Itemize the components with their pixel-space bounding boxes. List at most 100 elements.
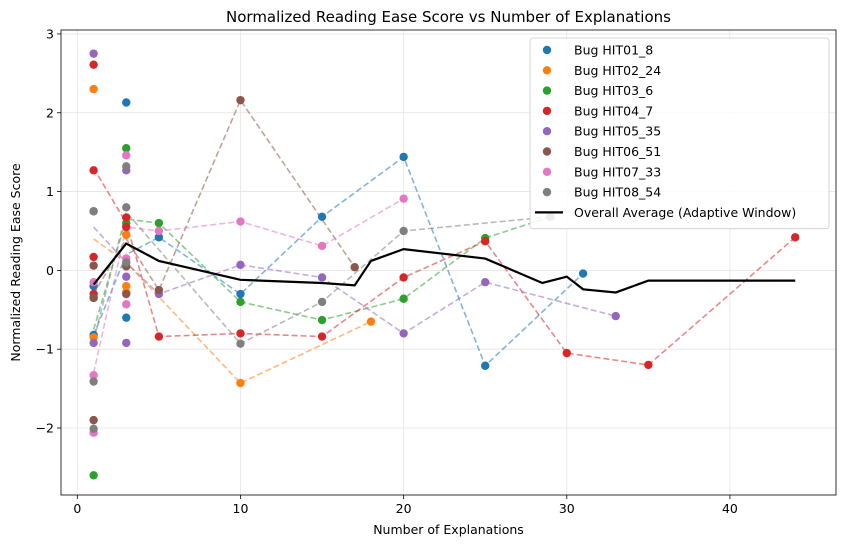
legend-marker bbox=[542, 106, 552, 116]
data-point bbox=[89, 471, 98, 480]
trend-line bbox=[92, 197, 405, 374]
data-point bbox=[481, 237, 490, 246]
trend-line bbox=[92, 167, 796, 366]
data-point bbox=[122, 300, 131, 309]
data-point bbox=[236, 378, 245, 388]
trend-line bbox=[92, 216, 551, 330]
data-points bbox=[89, 49, 800, 480]
data-point bbox=[578, 269, 588, 278]
data-point bbox=[89, 261, 98, 270]
legend-marker bbox=[542, 127, 552, 136]
data-point bbox=[236, 217, 245, 226]
data-point bbox=[89, 338, 98, 348]
data-point bbox=[350, 263, 359, 272]
data-point bbox=[317, 297, 327, 307]
data-point bbox=[236, 297, 245, 307]
x-axis-ticks: 0 10 20 30 40 bbox=[73, 495, 738, 516]
data-point bbox=[122, 162, 131, 171]
x-tick-label: 0 bbox=[73, 501, 81, 516]
data-point bbox=[644, 360, 653, 370]
legend-label: Bug HIT01_8 bbox=[574, 43, 653, 58]
data-point bbox=[317, 332, 327, 341]
data-point bbox=[122, 281, 131, 291]
data-point bbox=[89, 49, 98, 58]
data-point bbox=[611, 311, 620, 321]
data-point bbox=[236, 95, 245, 105]
data-point bbox=[122, 230, 131, 240]
x-axis-label: Number of Explanations bbox=[373, 522, 524, 537]
y-tick-label: −1 bbox=[36, 342, 54, 357]
y-tick-label: −2 bbox=[36, 421, 54, 436]
data-point bbox=[791, 233, 800, 242]
data-point bbox=[154, 285, 164, 295]
legend-marker bbox=[542, 45, 552, 55]
data-point bbox=[89, 424, 98, 433]
data-point bbox=[122, 213, 131, 222]
data-point bbox=[122, 144, 131, 153]
data-point bbox=[122, 222, 131, 232]
data-point bbox=[89, 252, 98, 262]
data-point bbox=[89, 166, 98, 175]
data-point bbox=[154, 218, 164, 228]
data-point bbox=[481, 278, 490, 287]
average-line bbox=[92, 242, 796, 294]
y-tick-label: 0 bbox=[46, 263, 54, 278]
y-tick-label: 1 bbox=[46, 184, 54, 199]
data-point bbox=[399, 329, 408, 338]
data-point bbox=[236, 289, 245, 299]
data-point bbox=[122, 258, 131, 267]
data-point bbox=[89, 371, 98, 380]
trend-line bbox=[93, 226, 616, 335]
trend-line bbox=[93, 238, 372, 385]
x-tick-label: 10 bbox=[233, 501, 249, 516]
data-point bbox=[154, 226, 164, 236]
y-tick-label: 3 bbox=[46, 26, 54, 41]
legend-marker bbox=[542, 66, 552, 75]
legend-marker bbox=[542, 86, 552, 95]
data-point bbox=[89, 293, 98, 303]
x-tick-label: 30 bbox=[559, 501, 575, 516]
legend-label: Bug HIT07_33 bbox=[574, 164, 661, 179]
data-point bbox=[562, 348, 571, 358]
series-trend-lines bbox=[92, 98, 796, 385]
data-point bbox=[154, 233, 164, 242]
data-point bbox=[317, 315, 327, 325]
trend-line bbox=[92, 210, 551, 345]
data-point bbox=[154, 332, 164, 341]
legend-label: Overall Average (Adaptive Window) bbox=[574, 205, 796, 220]
data-point bbox=[89, 377, 98, 386]
legend-label: Bug HIT05_35 bbox=[574, 124, 661, 139]
chart-title: Normalized Reading Ease Score vs Number … bbox=[226, 8, 671, 26]
legend-label: Bug HIT08_54 bbox=[574, 185, 661, 200]
data-point bbox=[399, 294, 408, 303]
data-point bbox=[236, 260, 245, 270]
data-point bbox=[399, 226, 408, 236]
data-point bbox=[89, 207, 98, 216]
data-point bbox=[122, 98, 131, 107]
data-point bbox=[399, 194, 408, 203]
legend-label: Bug HIT03_6 bbox=[574, 83, 653, 98]
trend-line bbox=[92, 155, 584, 368]
legend-marker bbox=[542, 147, 552, 156]
data-point bbox=[236, 339, 245, 348]
data-point bbox=[317, 273, 327, 282]
data-point bbox=[236, 329, 245, 338]
data-point bbox=[89, 278, 98, 287]
data-point bbox=[481, 361, 490, 370]
legend-label: Bug HIT04_7 bbox=[574, 103, 653, 118]
data-point bbox=[89, 415, 98, 425]
data-point bbox=[122, 151, 131, 160]
data-point bbox=[399, 273, 408, 282]
data-point bbox=[122, 313, 131, 322]
plot-frame bbox=[60, 29, 837, 496]
legend-frame bbox=[529, 37, 830, 230]
data-point bbox=[122, 338, 131, 348]
legend-marker bbox=[542, 167, 552, 176]
data-point bbox=[399, 152, 408, 162]
data-point bbox=[89, 84, 98, 94]
y-axis-ticks: −2 −1 0 1 2 3 bbox=[36, 26, 61, 436]
average-line-group bbox=[92, 242, 796, 294]
data-point bbox=[122, 272, 131, 281]
